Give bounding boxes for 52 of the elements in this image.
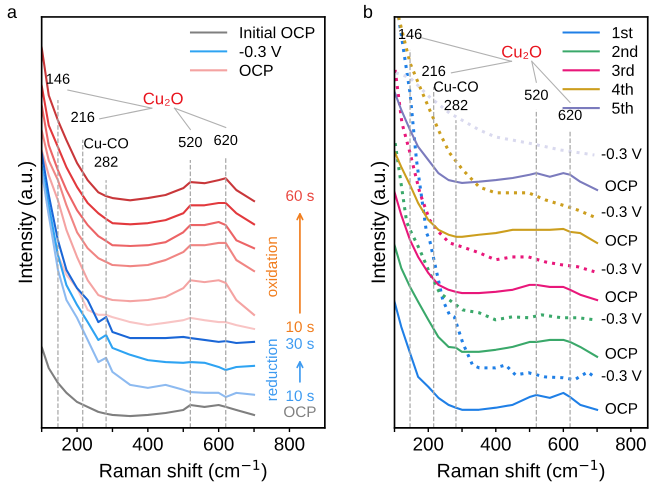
annotation: -0.3 V xyxy=(602,313,642,324)
legend-label: 5th xyxy=(612,102,633,114)
annotation: -0.3 V xyxy=(602,206,642,218)
legend-label: 1st xyxy=(612,27,633,38)
x-axis-title: Raman shift (cm$^{−1}$) xyxy=(100,460,266,482)
chart-title: b xyxy=(364,4,372,18)
legend-label: Initial OCP xyxy=(240,26,314,38)
y-axis-title: Intensity (a.u.) xyxy=(370,162,389,282)
ref-line-label: 216 xyxy=(71,112,94,122)
ref-line-label: 520 xyxy=(178,136,202,148)
annotation: OCP xyxy=(606,291,638,302)
ref-line-label: 146 xyxy=(398,28,422,40)
x-axis-title: Raman shift (cm$^{−1}$) xyxy=(438,460,604,482)
ref-line-label: 620 xyxy=(558,110,582,120)
annotation: OCP xyxy=(606,403,638,414)
ref-line-label: 282 xyxy=(444,100,468,110)
annotation: -0.3 V xyxy=(602,148,642,160)
annotation: reduction xyxy=(266,339,278,400)
y-axis-title: Intensity (a.u.) xyxy=(18,162,36,282)
legend-label: 3rd xyxy=(612,64,634,76)
x-tick-label: 400 xyxy=(480,437,511,451)
annotation: Cu-CO xyxy=(434,81,478,92)
x-tick-label: 200 xyxy=(414,437,444,451)
annotation: OCP xyxy=(606,234,638,246)
x-tick-label: 600 xyxy=(204,437,234,451)
annotation: 30 s xyxy=(286,338,314,349)
annotation: 10 s xyxy=(286,390,314,402)
annotation: OCP xyxy=(606,180,638,192)
annotation: -0.3 V xyxy=(602,263,642,274)
annotation: OCP xyxy=(284,406,316,418)
annotation: oxidation xyxy=(266,237,278,297)
annotation: Cu₂O xyxy=(144,92,183,106)
annotation: Cu-CO xyxy=(84,138,128,148)
ref-line-label: 520 xyxy=(524,90,548,100)
annotation: 60 s xyxy=(286,190,314,202)
x-tick-label: 200 xyxy=(62,437,92,451)
x-tick-label: 600 xyxy=(548,437,578,451)
annotation: OCP xyxy=(606,348,638,359)
annotation: Cu₂O xyxy=(502,46,542,59)
ref-line-label: 282 xyxy=(94,156,118,167)
chart-title: a xyxy=(8,8,17,18)
ref-line-label: 620 xyxy=(214,134,238,146)
x-tick-label: 400 xyxy=(132,437,163,451)
legend-label: 4th xyxy=(612,83,633,95)
annotation: 10 s xyxy=(286,321,314,332)
x-tick-label: 800 xyxy=(616,437,646,451)
legend-label: -0.3 V xyxy=(240,46,282,58)
legend-label: 2nd xyxy=(612,45,638,58)
x-tick-label: 800 xyxy=(274,437,304,451)
ref-line-label: 216 xyxy=(422,66,446,76)
annotation: -0.3 V xyxy=(602,370,642,382)
legend-label: OCP xyxy=(240,64,273,76)
